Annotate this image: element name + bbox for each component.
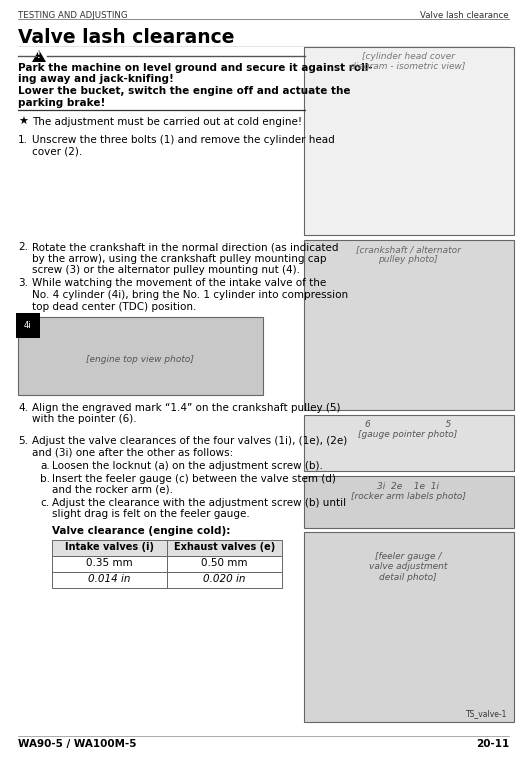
Text: and the rocker arm (e).: and the rocker arm (e). — [52, 485, 173, 495]
Text: Park the machine on level ground and secure it against roll-: Park the machine on level ground and sec… — [18, 63, 373, 73]
Text: 4i: 4i — [24, 321, 32, 330]
Text: b.: b. — [40, 474, 50, 483]
Text: c.: c. — [40, 497, 49, 508]
Text: ★: ★ — [18, 117, 28, 127]
Bar — [304, 240, 514, 410]
Text: ing away and jack-knifing!: ing away and jack-knifing! — [18, 74, 174, 84]
Text: 0.014 in: 0.014 in — [88, 575, 131, 584]
Text: 0.35 mm: 0.35 mm — [86, 559, 133, 568]
Text: 5.: 5. — [18, 436, 28, 446]
Text: !: ! — [37, 51, 41, 60]
Text: 4.: 4. — [18, 403, 28, 413]
Text: Rotate the crankshaft in the normal direction (as indicated: Rotate the crankshaft in the normal dire… — [32, 242, 338, 252]
Text: [engine top view photo]: [engine top view photo] — [86, 355, 194, 364]
Text: Lower the bucket, switch the engine off and actuate the: Lower the bucket, switch the engine off … — [18, 86, 350, 96]
Text: Exhaust valves (e): Exhaust valves (e) — [174, 543, 275, 553]
Text: Valve clearance (engine cold):: Valve clearance (engine cold): — [52, 525, 230, 536]
Text: Insert the feeler gauge (c) between the valve stem (d): Insert the feeler gauge (c) between the … — [52, 474, 336, 483]
Bar — [304, 47, 514, 235]
Text: No. 4 cylinder (4i), bring the No. 1 cylinder into compression: No. 4 cylinder (4i), bring the No. 1 cyl… — [32, 290, 348, 300]
Text: Align the engraved mark “1.4” on the crankshaft pulley (5): Align the engraved mark “1.4” on the cra… — [32, 403, 340, 413]
Bar — [167, 556, 282, 572]
Text: and (3i) one after the other as follows:: and (3i) one after the other as follows: — [32, 448, 233, 458]
Text: WA90-5 / WA100M-5: WA90-5 / WA100M-5 — [18, 739, 136, 749]
Text: 3i  2e    1e  1i
[rocker arm labels photo]: 3i 2e 1e 1i [rocker arm labels photo] — [350, 482, 465, 502]
Text: 20-11: 20-11 — [476, 739, 509, 749]
Bar — [304, 415, 514, 471]
Bar — [304, 476, 514, 528]
Text: Valve lash clearance: Valve lash clearance — [18, 28, 235, 47]
Text: TS_valve-1: TS_valve-1 — [466, 709, 507, 718]
Text: While watching the movement of the intake valve of the: While watching the movement of the intak… — [32, 279, 326, 288]
Text: top dead center (TDC) position.: top dead center (TDC) position. — [32, 301, 197, 311]
Text: slight drag is felt on the feeler gauge.: slight drag is felt on the feeler gauge. — [52, 509, 250, 519]
Text: [cylinder head cover
diagram - isometric view]: [cylinder head cover diagram - isometric… — [350, 52, 466, 71]
Bar — [52, 572, 167, 587]
Polygon shape — [32, 50, 46, 62]
Text: [feeler gauge /
valve adjustment
detail photo]: [feeler gauge / valve adjustment detail … — [369, 552, 447, 582]
Text: 0.50 mm: 0.50 mm — [201, 559, 248, 568]
Text: with the pointer (6).: with the pointer (6). — [32, 414, 136, 424]
Text: Adjust the valve clearances of the four valves (1i), (1e), (2e): Adjust the valve clearances of the four … — [32, 436, 347, 446]
Bar — [167, 540, 282, 556]
Text: 6                          5
[gauge pointer photo]: 6 5 [gauge pointer photo] — [358, 420, 457, 439]
Text: a.: a. — [40, 461, 50, 471]
Text: parking brake!: parking brake! — [18, 97, 105, 108]
Text: by the arrow), using the crankshaft pulley mounting cap: by the arrow), using the crankshaft pull… — [32, 254, 327, 263]
Text: cover (2).: cover (2). — [32, 146, 82, 156]
Text: Valve lash clearance: Valve lash clearance — [421, 11, 509, 20]
Bar — [52, 556, 167, 572]
Bar — [304, 532, 514, 722]
Bar — [167, 572, 282, 587]
Text: TESTING AND ADJUSTING: TESTING AND ADJUSTING — [18, 11, 128, 20]
Text: Loosen the locknut (a) on the adjustment screw (b).: Loosen the locknut (a) on the adjustment… — [52, 461, 323, 471]
Text: [crankshaft / alternator
pulley photo]: [crankshaft / alternator pulley photo] — [356, 245, 461, 264]
Text: 1.: 1. — [18, 135, 28, 145]
Text: 0.020 in: 0.020 in — [203, 575, 246, 584]
Text: 3.: 3. — [18, 279, 28, 288]
Text: Unscrew the three bolts (1) and remove the cylinder head: Unscrew the three bolts (1) and remove t… — [32, 135, 335, 145]
Bar — [52, 540, 167, 556]
Bar — [18, 317, 263, 395]
Text: Intake valves (i): Intake valves (i) — [65, 543, 154, 553]
Text: Adjust the clearance with the adjustment screw (b) until: Adjust the clearance with the adjustment… — [52, 497, 346, 508]
Text: screw (3) or the alternator pulley mounting nut (4).: screw (3) or the alternator pulley mount… — [32, 265, 300, 275]
Text: The adjustment must be carried out at cold engine!: The adjustment must be carried out at co… — [32, 117, 302, 127]
Text: 2.: 2. — [18, 242, 28, 252]
